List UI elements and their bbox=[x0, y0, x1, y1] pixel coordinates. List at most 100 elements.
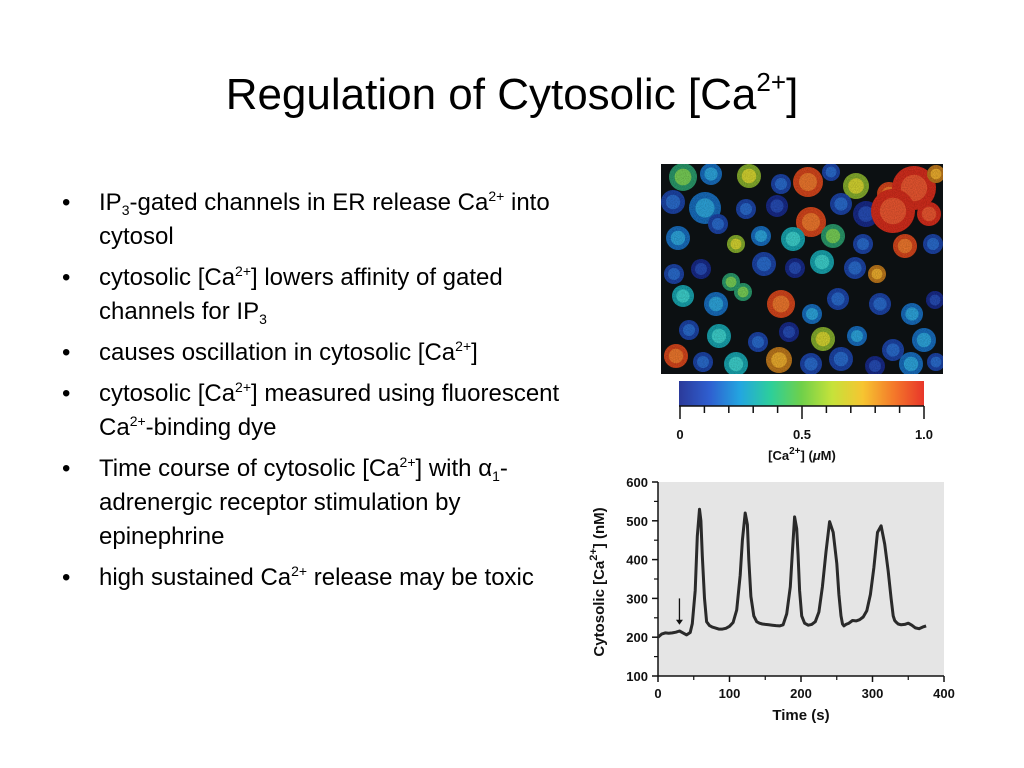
bullet-text: ] bbox=[471, 339, 478, 366]
cell-blob-core bbox=[834, 197, 848, 211]
cell-blob-core bbox=[670, 230, 686, 246]
cell-blob-core bbox=[871, 268, 883, 280]
cell-blob-core bbox=[930, 356, 942, 368]
stimulus-arrow bbox=[675, 598, 683, 625]
superscript: 2+ bbox=[291, 563, 308, 579]
x-axis-title: Time (s) bbox=[772, 707, 829, 724]
bullet-text: ] lowers affinity of gated channels for … bbox=[99, 264, 503, 325]
superscript: 2+ bbox=[488, 188, 505, 204]
cell-blob-core bbox=[737, 286, 749, 298]
x-tick-label: 200 bbox=[790, 686, 812, 701]
cell-blob-core bbox=[848, 261, 862, 275]
cell-blob-core bbox=[825, 166, 837, 178]
calcium-fluorescence-micrograph bbox=[661, 164, 943, 374]
cell-blob-core bbox=[905, 307, 919, 321]
cell-blob-core bbox=[857, 238, 869, 250]
cell-blob-core bbox=[695, 263, 707, 275]
cell-blob-core bbox=[848, 178, 864, 194]
cell-blob-core bbox=[897, 238, 913, 254]
cell-blob-core bbox=[683, 324, 695, 336]
y-tick-label: 600 bbox=[626, 475, 648, 490]
slide-title: Regulation of Cytosolic [Ca2+] bbox=[0, 67, 1024, 120]
cell-blob-core bbox=[725, 276, 737, 288]
cell-blob-core bbox=[886, 343, 900, 357]
subscript: 3 bbox=[259, 311, 267, 327]
colorbar-tick-label-max: 1.0 bbox=[915, 427, 933, 442]
cell-blob-core bbox=[711, 328, 727, 344]
cell-blob-core bbox=[851, 330, 863, 342]
bullet-text: cytosolic [Ca bbox=[99, 380, 236, 407]
y-tick-label: 100 bbox=[626, 669, 648, 684]
cell-blob-core bbox=[916, 332, 932, 348]
cell-blob-core bbox=[728, 356, 744, 372]
bullet-text: -binding dye bbox=[145, 414, 277, 441]
slide-title-text: Regulation of Cytosolic [Ca bbox=[225, 70, 757, 119]
cell-blob-core bbox=[775, 178, 787, 190]
cell-blob-core bbox=[927, 238, 939, 250]
cell-blob-core bbox=[825, 228, 841, 244]
calcium-series-line bbox=[657, 507, 927, 639]
cell-blob-core bbox=[930, 168, 942, 180]
bullet-item: cytosolic [Ca 2+] measured using fluoresc… bbox=[62, 377, 562, 445]
cell-blob-core bbox=[921, 206, 937, 222]
cell-blob-core bbox=[814, 254, 830, 270]
plot-area bbox=[658, 482, 944, 676]
cell-blob-core bbox=[697, 356, 709, 368]
cell-blob-core bbox=[668, 348, 684, 364]
x-tick-label: 100 bbox=[719, 686, 741, 701]
arrow-head bbox=[675, 619, 683, 625]
cell-blob-core bbox=[756, 256, 772, 272]
y-tick-label: 200 bbox=[626, 630, 648, 645]
y-tick-label: 400 bbox=[626, 553, 648, 568]
bullet-text: Time course of cytosolic [Ca bbox=[99, 455, 400, 482]
cell-blob-core bbox=[712, 218, 724, 230]
cell-blob-core bbox=[833, 351, 849, 367]
cell-blob-core bbox=[858, 206, 874, 222]
cell-blob-core bbox=[752, 336, 764, 348]
cell-blob-core bbox=[755, 230, 767, 242]
cell-blob-core bbox=[815, 331, 831, 347]
bullet-text: ] with α bbox=[415, 455, 493, 482]
calcium-time-course-chart: 0 100 200 300 400 100 200 300 400 500 600 Time (s… bbox=[588, 475, 955, 724]
bullet-text: into cytosol bbox=[99, 189, 550, 250]
cell-blob-core bbox=[665, 194, 681, 210]
slide-title-superscript: 2+ bbox=[756, 67, 787, 97]
superscript: 2+ bbox=[455, 338, 472, 354]
cell-blob-core bbox=[708, 296, 724, 312]
colorbar: 0 0.5 1.0 [Ca2+] (μM) bbox=[676, 381, 933, 463]
cell-blob-core bbox=[695, 198, 715, 218]
y-tick-label: 500 bbox=[626, 514, 648, 529]
cell-blob-core bbox=[903, 356, 919, 372]
bullet-text: cytosolic [Ca bbox=[99, 264, 236, 291]
bullet-text: ] measured using fluorescent Ca bbox=[99, 380, 560, 441]
subscript: 1 bbox=[492, 468, 500, 484]
cell-blob-core bbox=[831, 292, 845, 306]
cell-blob-core bbox=[772, 295, 790, 313]
colorbar-tick-label-mid: 0.5 bbox=[793, 427, 811, 442]
cell-blob-core bbox=[668, 268, 680, 280]
colorbar-tick-label-min: 0 bbox=[676, 427, 683, 442]
superscript: 2+ bbox=[399, 454, 416, 470]
y-axis-title: Cytosolic [Ca2+] (nM) bbox=[588, 507, 608, 656]
colorbar-gradient bbox=[679, 381, 924, 406]
cell-blob-core bbox=[676, 289, 690, 303]
bullet-item: IP3-gated channels in ER release Ca2+ in… bbox=[62, 186, 562, 254]
bullet-text: causes oscillation in cytosolic [Ca bbox=[99, 339, 456, 366]
bullet-list: IP3-gated channels in ER release Ca2+ in… bbox=[62, 186, 562, 602]
bullet-item: cytosolic [Ca2+] lowers affinity of gate… bbox=[62, 261, 562, 329]
bullet-text: IP bbox=[99, 189, 122, 216]
cell-blob-core bbox=[929, 294, 941, 306]
cell-blob-core bbox=[804, 357, 818, 371]
cell-blob-core bbox=[806, 308, 818, 320]
x-tick-label: 300 bbox=[862, 686, 884, 701]
superscript: 2+ bbox=[129, 413, 146, 429]
bullet-text: -gated channels in ER release Ca bbox=[129, 189, 489, 216]
cell-blob-core bbox=[869, 360, 881, 372]
cell-blob-core bbox=[785, 231, 801, 247]
cell-blob-core bbox=[704, 167, 718, 181]
cell-blob-core bbox=[770, 199, 784, 213]
cell-blob-core bbox=[740, 203, 752, 215]
y-tick-label: 300 bbox=[626, 591, 648, 606]
cell-blob-core bbox=[789, 262, 801, 274]
colorbar-label: [Ca2+] (μM) bbox=[768, 446, 836, 463]
